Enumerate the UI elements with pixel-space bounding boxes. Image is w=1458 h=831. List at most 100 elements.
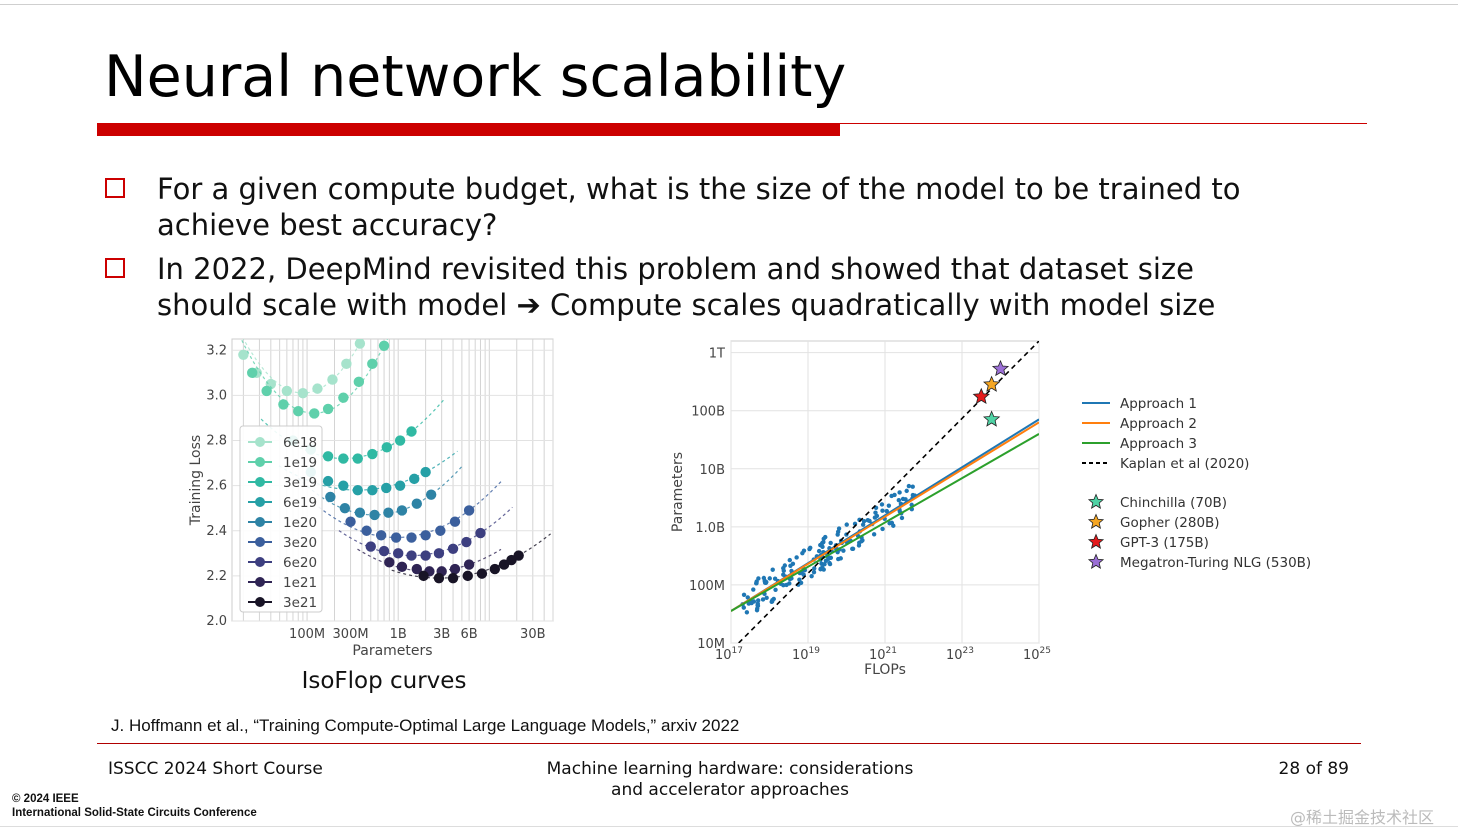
params-y-tick-label: 100M [689,579,725,594]
params-scatter-dot [767,576,772,581]
params-scatter-dot [755,603,761,609]
params-scatter-dot [891,523,896,528]
params-scatter-dot [764,595,769,601]
bullet-1: For a given compute budget, what is the … [105,171,1357,243]
params-scatter-dot [828,540,833,546]
isoflop-point-1e19 [309,408,320,419]
isoflop-point-6e20 [420,550,431,561]
isoflop-x-tick-label: 100M [289,627,325,642]
isoflop-point-6e19 [409,473,420,485]
watermark: @稀土掘金技术社区 [1290,808,1435,827]
isoflop-point-6e20 [461,536,472,548]
isoflop-point-1e19 [378,340,390,351]
params-scatter-dot [756,576,761,581]
isoflop-point-6e19 [394,480,406,491]
isoflop-point-3e21 [489,563,501,575]
isoflop-point-3e19 [367,448,378,460]
params-scatter-dot [820,544,825,550]
bullet-2-line-2: should scale with model ➔ Compute scales… [157,288,1216,322]
isoflop-point-3e20 [390,532,402,543]
params-line-Kaplan et al (2020) [738,341,1039,643]
isoflop-x-tick-label: 300M [333,627,369,642]
params-scatter-dot [884,508,889,514]
params-scatter-dot [841,548,846,553]
isoflop-point-1e19 [367,358,378,370]
isoflop-legend-label: 3e19 [283,475,317,491]
isoflop-point-1e21 [396,561,408,573]
legend-star-icon [1087,533,1105,549]
isoflop-point-3e19 [394,435,406,446]
isoflop-y-tick-label: 2.8 [206,434,227,449]
isoflop-point-1e19 [247,367,258,379]
bottom-border [0,826,1458,827]
params-scatter-dot [760,597,766,602]
isoflop-point-3e20 [435,525,446,536]
params-scatter-dot [741,592,747,598]
isoflop-legend-marker [255,557,265,567]
isoflop-point-3e20 [449,516,461,527]
isoflop-point-1e19 [278,399,289,410]
title-underline-thin [840,123,1367,124]
params-scatter-dot [763,580,769,585]
isoflop-fit-curve-1e20 [297,464,464,516]
isoflop-point-1e20 [411,498,422,509]
isoflop-point-1e19 [353,376,365,388]
copyright-line-2: International Solid-State Circuits Confe… [12,807,257,819]
isoflop-legend-marker [255,597,265,607]
isoflop-point-3e21 [476,568,488,579]
params-scatter-dot [910,484,915,489]
bullet-box-icon [105,258,125,278]
params-x-tick-label: 1021 [869,646,897,663]
isoflop-point-1e21 [384,557,395,568]
params-scatter-dot [896,497,902,503]
params-scatter-dot [879,502,885,507]
params-scatter-dot [887,521,892,526]
isoflop-point-3e20 [345,516,356,527]
isoflop-x-tick-label: 3B [433,627,450,642]
params-scatter-dot [797,577,802,582]
isoflop-point-3e21 [462,570,473,582]
isoflop-legend-marker [255,517,265,527]
params-x-tick-label: 1019 [792,646,820,663]
isoflop-point-3e21 [433,572,445,584]
isoflop-point-3e20 [375,530,387,541]
params-line-Approach 3 [731,433,1039,612]
params-legend-label: Approach 1 [1120,396,1197,412]
isoflop-y-tick-label: 2.6 [206,479,227,494]
isoflop-x-axis-label: Parameters [352,643,432,659]
isoflop-y-tick-label: 2.0 [206,614,227,629]
bullet-1-line-2: achieve best accuracy? [157,208,498,242]
isoflop-point-3e21 [498,559,510,570]
isoflop-x-tick-label: 30B [520,627,545,642]
params-scatter-dot [770,567,775,572]
isoflop-point-3e21 [418,570,429,582]
isoflop-legend-marker [255,577,265,587]
params-scatter-dot [857,540,862,545]
params-scatter-dot [871,532,877,537]
isoflop-legend-marker [255,437,265,447]
isoflop-point-6e19 [322,475,334,487]
isoflop-legend-label: 1e20 [283,515,317,531]
legend-star-icon [1087,513,1105,529]
params-scatter-dot [807,546,812,552]
params-scatter-dot [749,600,754,606]
params-scatter-dot [867,518,872,524]
params-scatter-dot [820,540,825,546]
isoflop-legend-label: 1e21 [283,575,317,591]
copyright-line-1: © 2024 IEEE [12,793,79,805]
isoflop-point-1e19 [293,405,304,417]
params-scatter-dot [904,488,909,494]
isoflop-legend-label: 6e19 [283,495,317,511]
params-scatter-dot [860,522,866,527]
isoflop-point-6e19 [420,466,431,478]
isoflop-point-3e21 [513,550,524,561]
isoflop-y-tick-label: 2.2 [206,569,227,584]
params-scatter-dot [751,587,756,592]
isoflop-point-1e21 [449,563,461,575]
isoflop-point-6e18 [297,387,309,399]
isoflop-legend-marker [255,477,265,487]
params-scatter-dot [788,563,793,568]
isoflop-point-6e20 [378,545,390,557]
params-scatter-dot [816,548,822,554]
